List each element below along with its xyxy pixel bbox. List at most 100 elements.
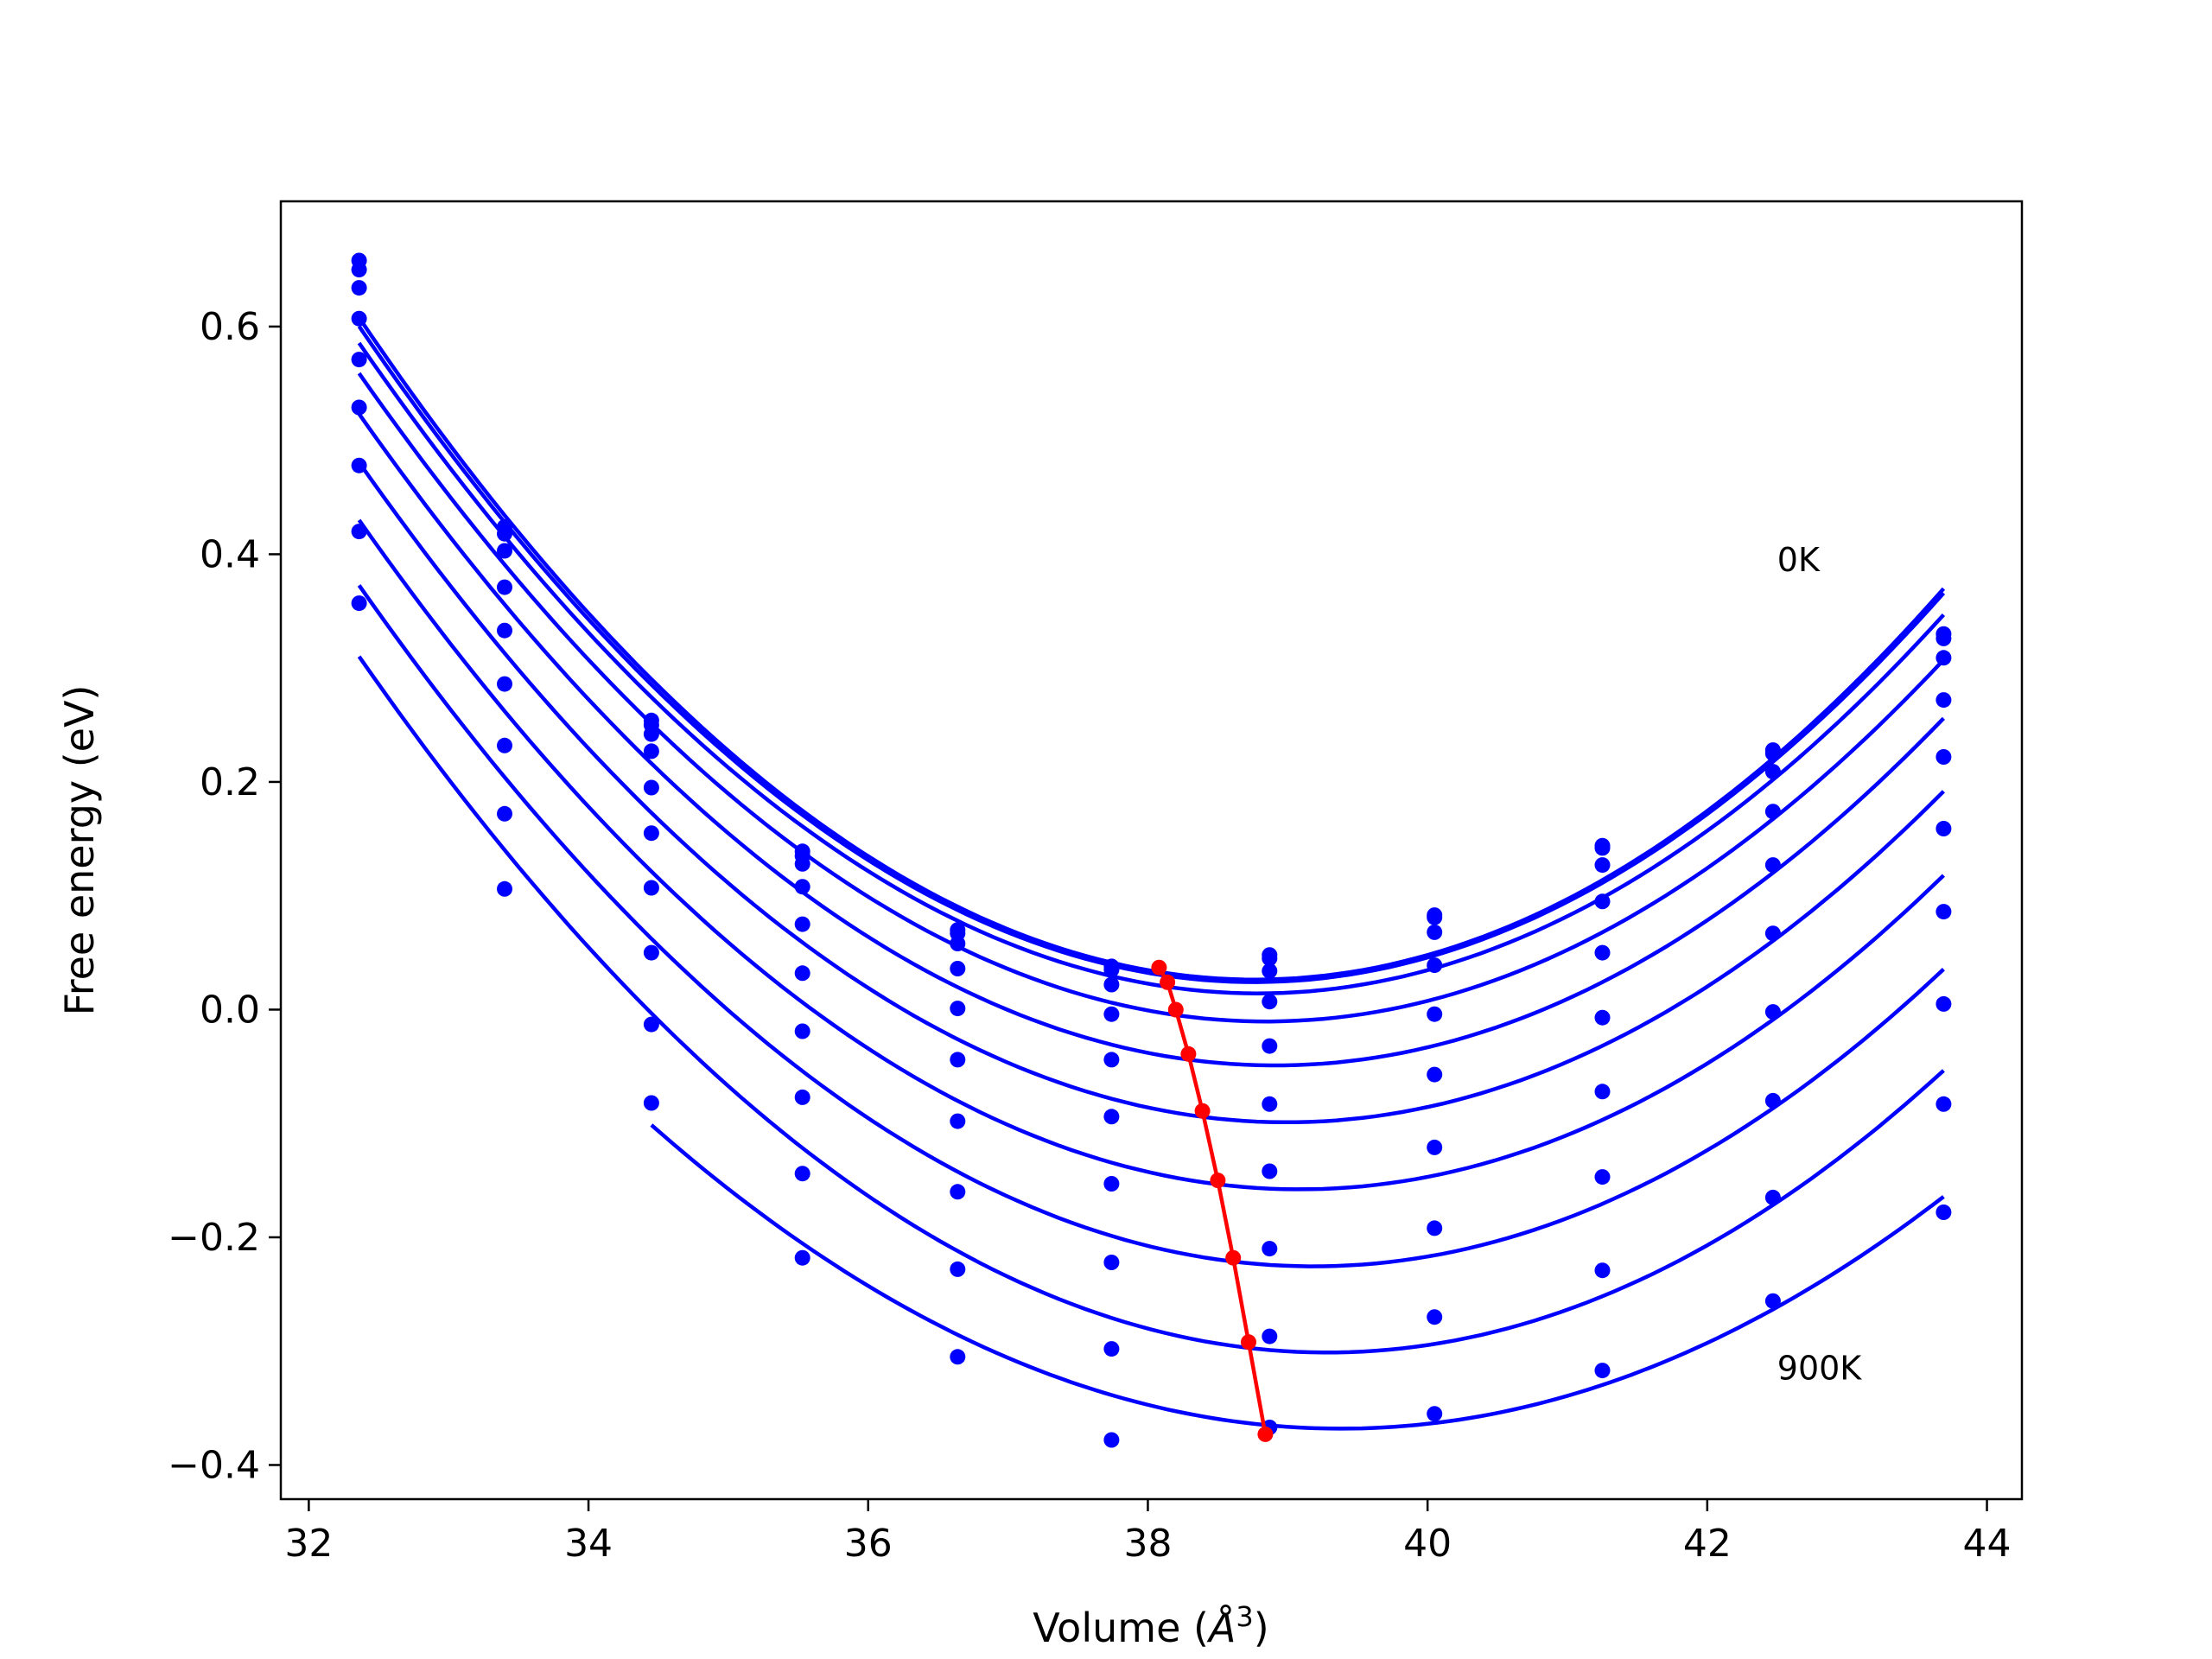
series-4-point-9 [1764, 857, 1781, 874]
series-0-curve [357, 316, 1946, 982]
x-tick-label-42: 42 [1683, 1522, 1732, 1566]
series-3-curve [357, 372, 1946, 1024]
series-5-point-5 [1103, 1109, 1120, 1125]
series-2-curve [357, 341, 1946, 995]
x-tick-label-38: 38 [1123, 1522, 1172, 1566]
series-8-point-7 [1427, 1309, 1443, 1325]
series-9-point-8 [1594, 1363, 1611, 1379]
series-7-point-3 [794, 1089, 810, 1105]
series-1-point-5 [1103, 962, 1120, 978]
series-6-point-10 [1936, 904, 1952, 920]
series-1-point-10 [1936, 630, 1952, 646]
series-4-curve [357, 412, 1946, 1068]
series-7-point-4 [950, 1184, 966, 1200]
x-tick-label-40: 40 [1403, 1522, 1452, 1566]
series-3-point-1 [497, 579, 512, 595]
series-7-point-5 [1103, 1255, 1120, 1270]
series-9-point-7 [1427, 1406, 1443, 1422]
series-3-point-7 [1427, 957, 1443, 974]
series-1-point-8 [1594, 840, 1611, 856]
series-1-point-0 [351, 262, 367, 278]
series-1-point-6 [1262, 950, 1278, 967]
y-tick-label-2: 0.0 [200, 988, 260, 1032]
series-8-point-0 [351, 595, 367, 612]
series-3-point-2 [643, 743, 659, 760]
series-9-point-2 [643, 1095, 659, 1111]
minimum-line-layer [1151, 959, 1274, 1442]
series-9-point-9 [1764, 1293, 1781, 1309]
series-6-point-3 [794, 1023, 810, 1039]
minimum-point-4 [1194, 1103, 1211, 1119]
series-5-point-3 [794, 965, 810, 982]
x-axis-label-text: Volume ( [1033, 1605, 1209, 1651]
x-axis-label-exponent: 3 [1236, 1600, 1253, 1633]
series-8-point-10 [1936, 1096, 1952, 1112]
series-4-point-3 [794, 916, 810, 932]
x-axis-label: Volume (Å3) [1033, 1600, 1268, 1651]
series-3-point-10 [1936, 692, 1952, 709]
series-2-point-0 [351, 280, 367, 296]
series-2-point-1 [497, 543, 512, 559]
series-4-point-8 [1594, 944, 1611, 961]
series-2-point-2 [643, 726, 659, 742]
series-2-point-8 [1594, 857, 1611, 874]
points-layer [351, 252, 1952, 1448]
series-7-point-10 [1936, 995, 1952, 1012]
series-9-point-3 [794, 1249, 810, 1266]
series-4-point-7 [1427, 1006, 1443, 1022]
series-2-point-6 [1262, 963, 1278, 979]
series-2-point-4 [950, 936, 966, 951]
series-5-point-4 [950, 1052, 966, 1068]
series-5-point-8 [1594, 1009, 1611, 1026]
series-8-curve [357, 655, 1945, 1355]
series-2-point-10 [1936, 650, 1952, 666]
series-6-point-8 [1594, 1084, 1611, 1100]
y-axis-ticks: −0.4 −0.2 0.0 0.2 0.4 0.6 [168, 305, 281, 1487]
series-4-point-10 [1936, 749, 1952, 765]
series-8-point-6 [1262, 1328, 1278, 1344]
x-axis-label-close: ) [1254, 1605, 1269, 1651]
series-7-point-0 [351, 524, 367, 540]
series-1-point-7 [1427, 909, 1443, 925]
series-8-point-4 [950, 1261, 966, 1277]
minimum-point-8 [1257, 1426, 1274, 1442]
series-3-point-8 [1594, 893, 1611, 910]
series-6-point-5 [1103, 1176, 1120, 1192]
series-7-point-6 [1262, 1241, 1278, 1257]
series-7-point-2 [643, 944, 659, 961]
minimum-point-7 [1241, 1334, 1256, 1351]
minimum-point-3 [1180, 1046, 1197, 1062]
series-6-point-7 [1427, 1139, 1443, 1155]
series-5-point-0 [351, 399, 367, 416]
series-7-point-1 [497, 805, 512, 822]
series-3-point-6 [1262, 994, 1278, 1010]
x-axis-label-unit: Å [1206, 1605, 1236, 1651]
series-9-point-5 [1103, 1432, 1120, 1448]
series-2-point-5 [1103, 976, 1120, 993]
series-9-point-10 [1936, 1205, 1952, 1220]
curves-layer [357, 316, 1946, 1431]
series-2-point-7 [1427, 924, 1443, 940]
series-6-point-1 [497, 737, 512, 753]
x-tick-label-36: 36 [844, 1522, 893, 1566]
series-4-point-5 [1103, 1052, 1120, 1068]
minimum-point-6 [1225, 1249, 1242, 1266]
series-8-point-8 [1594, 1262, 1611, 1279]
series-9-curve [650, 1123, 1945, 1431]
series-6-point-4 [950, 1113, 966, 1129]
series-4-point-1 [497, 622, 512, 639]
series-1-curve [357, 325, 1946, 984]
y-tick-label-1: −0.2 [168, 1216, 260, 1260]
series-7-curve [357, 584, 1945, 1268]
series-8-point-2 [643, 1016, 659, 1033]
series-8-point-1 [497, 880, 512, 897]
x-tick-label-44: 44 [1963, 1522, 2012, 1566]
series-3-point-4 [950, 961, 966, 976]
series-6-point-2 [643, 880, 659, 896]
series-7-point-9 [1764, 1092, 1781, 1109]
series-4-point-0 [351, 352, 367, 368]
annotation-1: 900K [1777, 1350, 1863, 1388]
minimum-point-0 [1151, 959, 1167, 976]
